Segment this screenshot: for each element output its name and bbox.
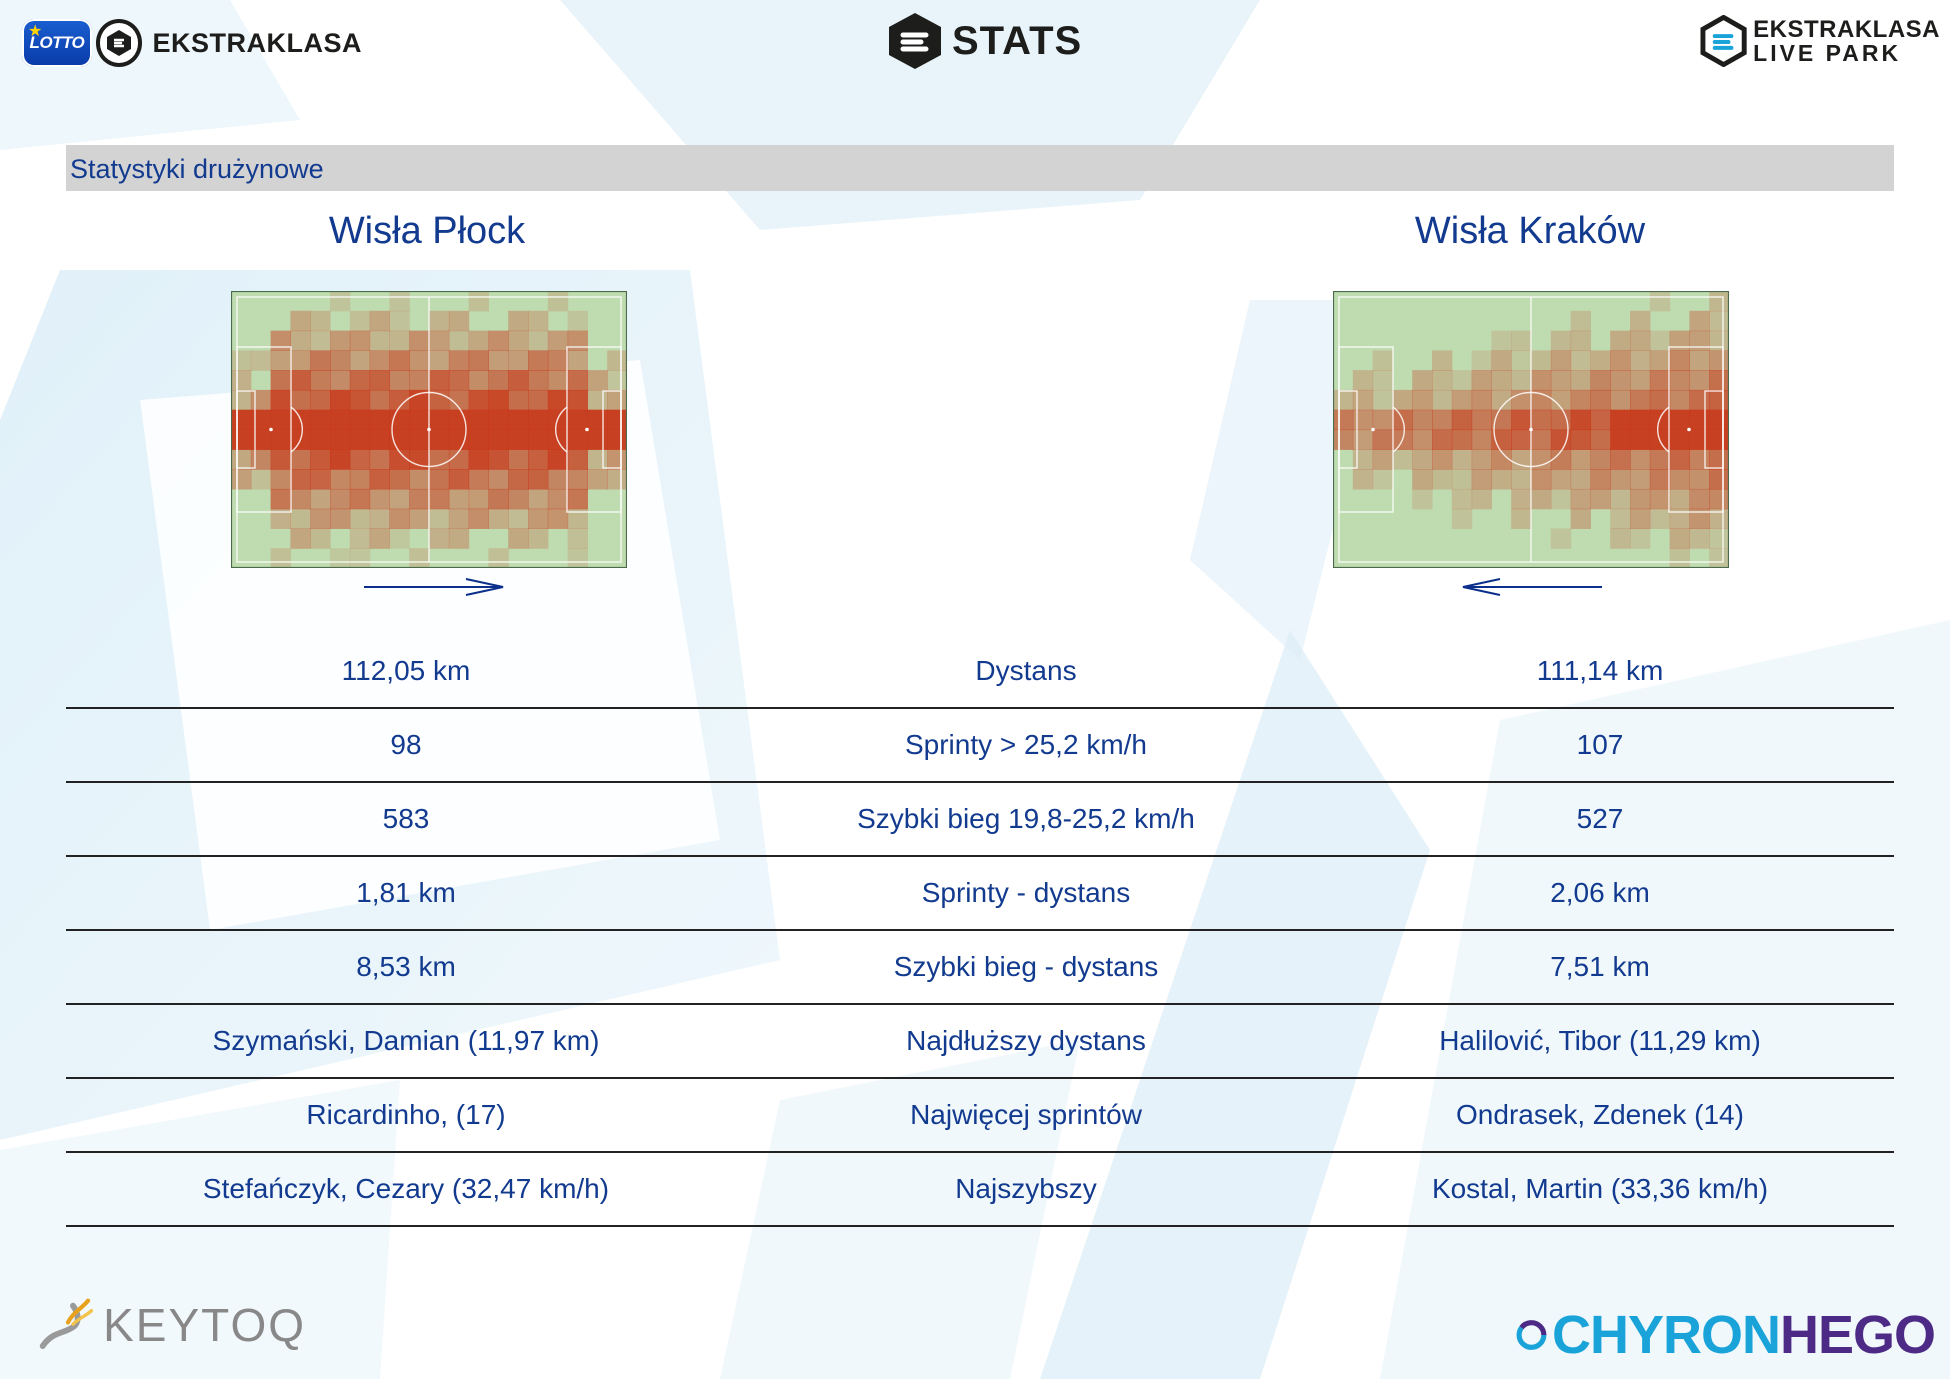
ekstraklasa-logo: ★ LOTTO EKSTRAKLASA — [22, 14, 362, 72]
home-value: Ricardinho, (17) — [306, 1099, 506, 1130]
e-shield-icon — [1700, 15, 1747, 67]
stats-table: 112,05 km Dystans 111,14 km 98 Sprinty > 25,… — [66, 635, 1894, 1227]
away-value: Halilović, Tibor (11,29 km) — [1439, 1025, 1761, 1056]
home-value: 8,53 km — [356, 951, 456, 982]
lotto-label: LOTTO — [29, 33, 85, 52]
stat-label: Najwięcej sprintów — [910, 1099, 1142, 1130]
chyronhego-logo: CHYRONHEGO — [1515, 1300, 1936, 1370]
stat-label: Szybki bieg - dystans — [893, 951, 1159, 982]
stats-row: Szymański, Damian (11,97 km) Najdłuższy d… — [66, 1005, 1894, 1079]
away-value: 107 — [1576, 729, 1624, 760]
keytoq-logo: KEYTOQ — [36, 1290, 306, 1360]
away-value: 2,06 km — [1550, 877, 1650, 908]
chyronhego-label: CHYRONHEGO — [1551, 1304, 1936, 1366]
chyron-swirl-icon — [1516, 1320, 1547, 1350]
away-direction-arrow-icon — [1462, 578, 1602, 596]
home-value: 112,05 km — [341, 655, 471, 686]
home-team-name: Wisła Płock — [328, 210, 526, 252]
stats-row: 1,81 km Sprinty - dystans 2,06 km — [66, 857, 1894, 931]
home-direction-arrow-icon — [364, 578, 504, 596]
stats-row: 112,05 km Dystans 111,14 km — [66, 635, 1894, 709]
stats-row: Ricardinho, (17) Najwięcej sprintów Ondras… — [66, 1079, 1894, 1153]
stats-row: 583 Szybki bieg 19,8-25,2 km/h 527 — [66, 783, 1894, 857]
ball-e-icon — [95, 19, 143, 67]
keytoq-label: KEYTOQ — [103, 1299, 306, 1351]
section-title: Statystyki drużynowe — [70, 154, 324, 184]
livepark-logo: EKSTRAKLASA LIVE PARK — [1700, 10, 1940, 72]
chyron-label-a: CHYRON — [1551, 1305, 1781, 1365]
away-value: 527 — [1576, 803, 1624, 834]
livepark-line2: LIVE PARK — [1753, 39, 1902, 66]
stats-row: 98 Sprinty > 25,2 km/h 107 — [66, 709, 1894, 783]
stat-label: Dystans — [975, 655, 1077, 686]
away-value: Ondrasek, Zdenek (14) — [1456, 1099, 1744, 1130]
stat-label: Najdłuższy dystans — [906, 1025, 1146, 1056]
home-value: 583 — [382, 803, 430, 834]
home-value: Szymański, Damian (11,97 km) — [212, 1025, 600, 1056]
away-team-name: Wisła Kraków — [1414, 210, 1646, 252]
stats-row: Stefańczyk, Cezary (32,47 km/h) Najszybsz… — [66, 1153, 1894, 1227]
section-band: Statystyki drużynowe — [66, 145, 1894, 191]
home-value: 1,81 km — [356, 877, 456, 908]
away-value: Kostal, Martin (33,36 km/h) — [1431, 1173, 1769, 1204]
stats-label: STATS — [952, 18, 1083, 63]
home-value: 98 — [390, 729, 422, 760]
stat-label: Sprinty - dystans — [921, 877, 1131, 908]
chyron-label-b: HEGO — [1779, 1305, 1936, 1365]
home-heatmap — [231, 291, 627, 568]
stat-label: Sprinty > 25,2 km/h — [904, 729, 1147, 760]
lotto-logo: ★ LOTTO — [22, 19, 92, 67]
star-icon: ★ — [28, 23, 42, 40]
stat-label: Szybki bieg 19,8-25,2 km/h — [857, 803, 1195, 834]
e-shield-icon — [889, 13, 941, 69]
away-heatmap — [1333, 291, 1729, 568]
stats-logo: STATS — [886, 10, 1086, 72]
away-value: 111,14 km — [1536, 655, 1664, 686]
home-value: Stefańczyk, Cezary (32,47 km/h) — [202, 1173, 610, 1204]
stat-label: Najszybszy — [955, 1173, 1097, 1204]
livepark-line1: EKSTRAKLASA — [1753, 15, 1940, 43]
brand-label: EKSTRAKLASA — [152, 27, 362, 58]
away-value: 7,51 km — [1550, 951, 1650, 982]
stats-row: 8,53 km Szybki bieg - dystans 7,51 km — [66, 931, 1894, 1005]
rabbit-icon — [39, 1298, 94, 1349]
